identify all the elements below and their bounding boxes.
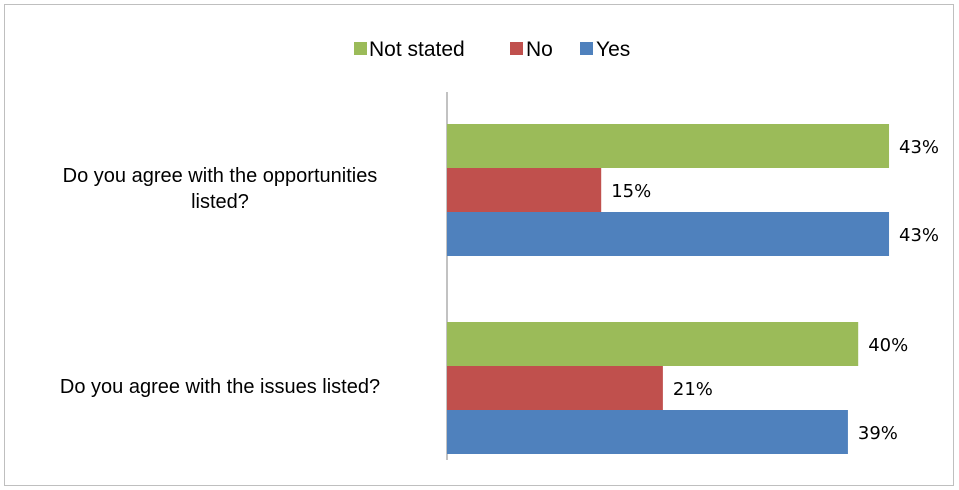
legend-swatch-not-stated: [354, 42, 367, 55]
legend-label-no: No: [526, 38, 553, 61]
category-label-1-line-2: listed?: [191, 191, 249, 213]
bar-not-stated-1: [447, 124, 890, 168]
bar-yes-1: [447, 212, 890, 256]
legend-label-yes: Yes: [596, 38, 630, 61]
legend-swatch-yes: [580, 42, 593, 55]
legend-label-not-stated: Not stated: [369, 38, 465, 61]
data-label-yes-2: 39%: [858, 423, 898, 444]
data-label-yes-1: 43%: [899, 225, 939, 246]
category-label-1-line-1: Do you agree with the opportunities: [63, 165, 378, 187]
bar-no-1: [447, 168, 602, 212]
bar-no-2: [447, 366, 663, 410]
data-label-not-stated-2: 40%: [868, 335, 908, 356]
data-label-no-2: 21%: [673, 379, 713, 400]
category-label-2-line-1: Do you agree with the issues listed?: [60, 376, 380, 398]
data-label-not-stated-1: 43%: [899, 137, 939, 158]
bar-not-stated-2: [447, 322, 859, 366]
data-label-no-1: 15%: [611, 181, 651, 202]
legend-swatch-no: [510, 42, 523, 55]
bar-yes-2: [447, 410, 848, 454]
